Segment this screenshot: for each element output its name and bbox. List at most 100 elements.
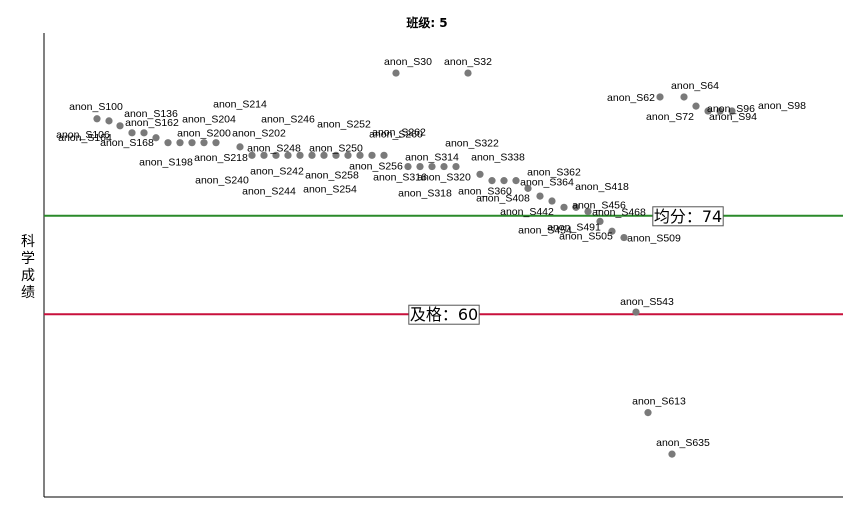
data-point-anon_S162: [128, 129, 136, 137]
data-label-anon_S322: anon_S322: [445, 138, 499, 150]
data-label-anon_S94: anon_S94: [709, 111, 757, 123]
data-label-anon_S613: anon_S613: [632, 396, 686, 408]
data-point-anon_S362: [500, 177, 508, 185]
data-label-anon_S214: anon_S214: [213, 99, 267, 111]
data-label-anon_S64: anon_S64: [671, 80, 719, 92]
data-point-anon_S64: [680, 93, 688, 101]
data-label-anon_S32: anon_S32: [444, 56, 492, 68]
data-label-anon_S242: anon_S242: [250, 165, 304, 177]
data-point-anon_S322: [452, 162, 460, 171]
data-label-anon_S316: anon_S316: [373, 172, 427, 184]
data-label-anon_S200: anon_S200: [177, 128, 231, 140]
data-point-anon_S218: [236, 143, 244, 151]
data-point-anon_S242: [260, 151, 268, 159]
data-label-anon_S204: anon_S204: [182, 114, 236, 126]
data-label-anon_S136: anon_S136: [124, 108, 178, 120]
reference-label-text-pass: 及格：60: [410, 305, 478, 324]
data-label-anon_S408: anon_S408: [476, 192, 530, 204]
data-label-anon_S505: anon_S505: [559, 230, 613, 242]
point-labels: anon_S100anon_S106anon_S136anon_S162anon…: [56, 56, 806, 449]
data-point-anon_S246: [284, 151, 292, 159]
data-label-anon_S106: anon_S106: [56, 129, 110, 141]
data-point-anon_S316: [416, 162, 424, 171]
data-label-anon_S338: anon_S338: [471, 151, 525, 163]
data-label-anon_S543: anon_S543: [620, 296, 674, 308]
data-point-anon_S254: [332, 151, 340, 159]
data-label-anon_S248: anon_S248: [247, 142, 301, 154]
data-point-anon_S442: [548, 197, 556, 205]
data-label-anon_S454: anon_S454: [518, 224, 572, 236]
reference-label-mean: 均分：74: [652, 206, 724, 227]
data-point-anon_S248: [296, 151, 304, 159]
data-point-anon_S250: [308, 151, 316, 159]
data-point-anon_S96: [716, 107, 724, 115]
data-point-anon_S418: [536, 192, 544, 200]
data-point-anon_S98: [728, 107, 736, 115]
data-point-anon_S136: [116, 122, 124, 130]
data-point-anon_S635: [668, 450, 676, 458]
data-label-anon_S72: anon_S72: [646, 111, 694, 123]
data-label-anon_S635: anon_S635: [656, 437, 710, 449]
data-point-anon_S360: [488, 177, 496, 185]
data-point-anon_S262: [380, 151, 388, 159]
data-label-anon_S246: anon_S246: [261, 113, 315, 125]
data-point-anon_S260: [368, 151, 376, 159]
data-label-anon_S256: anon_S256: [349, 160, 403, 172]
data-label-anon_S314: anon_S314: [405, 152, 459, 164]
data-label-anon_S364: anon_S364: [520, 177, 574, 189]
data-point-anon_S454: [560, 203, 568, 211]
data-point-anon_S338: [476, 170, 484, 178]
reference-label-box-mean: [652, 206, 724, 227]
data-label-anon_S30: anon_S30: [384, 56, 432, 68]
data-label-anon_S250: anon_S250: [309, 142, 363, 154]
data-point-anon_S468: [584, 207, 592, 216]
data-point-anon_S456: [572, 203, 580, 211]
data-label-anon_S362: anon_S362: [527, 167, 581, 179]
reference-label-text-mean: 均分：74: [654, 207, 722, 226]
data-label-anon_S198: anon_S198: [139, 157, 193, 169]
data-point-anon_S320: [440, 162, 448, 171]
data-point-anon_S62: [656, 93, 664, 101]
data-label-anon_S491: anon_S491: [547, 221, 601, 233]
chart-title: 班级: 5: [406, 15, 447, 30]
data-point-anon_S30: [392, 69, 400, 77]
data-label-anon_S100: anon_S100: [69, 101, 123, 113]
data-label-anon_S262: anon_S262: [372, 126, 426, 138]
data-point-anon_S364: [512, 177, 520, 185]
data-point-anon_S509: [620, 233, 628, 242]
data-point-anon_S256: [344, 151, 352, 159]
data-point-anon_S204: [200, 139, 208, 147]
data-point-anon_S214: [212, 139, 220, 147]
data-label-anon_S162: anon_S162: [125, 117, 179, 129]
data-label-anon_S254: anon_S254: [303, 183, 357, 195]
data-point-anon_S72: [692, 102, 700, 110]
reference-label-pass: 及格：60: [408, 304, 480, 325]
data-label-anon_S442: anon_S442: [500, 206, 554, 218]
data-point-anon_S258: [356, 151, 364, 159]
data-point-anon_S106: [105, 117, 113, 125]
data-label-anon_S320: anon_S320: [417, 172, 471, 184]
data-label-anon_S509: anon_S509: [627, 233, 681, 245]
data-point-anon_S202: [188, 139, 196, 147]
data-label-anon_S96: anon_S96: [707, 103, 755, 115]
data-label-anon_S98: anon_S98: [758, 100, 806, 112]
data-label-anon_S240: anon_S240: [195, 174, 249, 186]
data-point-anon_S543: [632, 308, 640, 316]
data-points: [93, 69, 736, 458]
data-point-anon_S32: [464, 69, 472, 77]
data-point-anon_S613: [644, 409, 652, 417]
data-point-anon_S198: [164, 139, 172, 147]
data-point-anon_S505: [608, 227, 616, 235]
data-label-anon_S360: anon_S360: [458, 186, 512, 198]
data-point-anon_S252: [320, 151, 328, 159]
data-label-anon_S244: anon_S244: [242, 185, 296, 197]
data-label-anon_S168: anon_S168: [100, 137, 154, 149]
data-label-anon_S218: anon_S218: [194, 152, 248, 164]
data-point-anon_S244: [272, 151, 280, 159]
data-point-anon_S314: [404, 162, 412, 171]
data-point-anon_S100: [93, 115, 101, 123]
y-axis-label-text: 科学成绩: [21, 234, 35, 301]
reference-labels: 均分：74 及格：60: [408, 206, 724, 325]
data-label-anon_S418: anon_S418: [575, 181, 629, 193]
